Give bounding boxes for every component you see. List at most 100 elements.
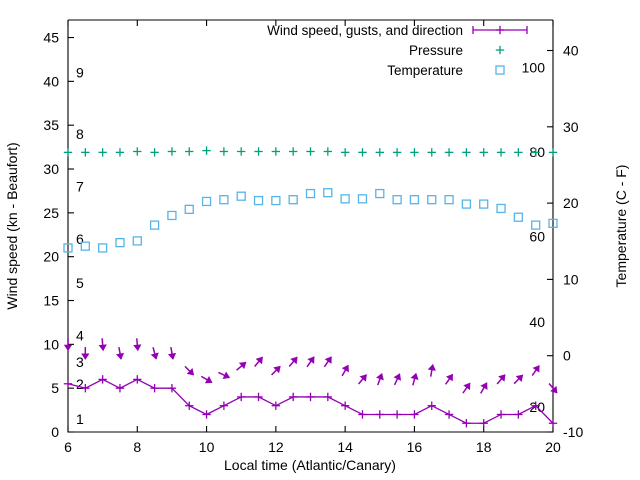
- wind-arrow-head: [238, 361, 247, 370]
- y-tick-label-6: 30: [43, 161, 59, 177]
- beaufort-label-1: 1: [76, 411, 84, 427]
- beaufort-labels-group: 1 2 3 4 5 6 7 8 9: [76, 65, 84, 427]
- wind-arrow-head: [393, 373, 402, 381]
- x-tick-label-4: 14: [337, 439, 353, 455]
- temperature-point: [461, 199, 472, 209]
- beaufort-label-3: 3: [76, 354, 84, 370]
- wind-arrow: [444, 373, 454, 385]
- x-tick-label-3: 12: [268, 439, 284, 455]
- legend-label-2: Temperature: [387, 63, 463, 78]
- wind-speed-line: [67, 378, 554, 424]
- pressure-series: [63, 146, 558, 157]
- fahrenheit-label-60: 60: [529, 229, 545, 245]
- legend-item-1: Pressure: [409, 43, 505, 58]
- wind-arrow: [236, 361, 247, 371]
- x-tick-label-6: 18: [476, 439, 492, 455]
- y-tick-label-7: 35: [43, 117, 59, 133]
- y-tick-label-9: 45: [43, 30, 59, 46]
- wind-arrow-head: [480, 382, 488, 390]
- y2-tick-label-5: 40: [563, 43, 579, 59]
- wind-arrow: [513, 374, 524, 385]
- x-tick-label-2: 10: [199, 439, 215, 455]
- temperature-point: [97, 243, 108, 253]
- wind-arrow-head: [550, 385, 558, 394]
- beaufort-label-6: 6: [76, 231, 84, 247]
- wind-arrow: [63, 338, 73, 352]
- beaufort-label-7: 7: [76, 179, 84, 195]
- temperature-point: [115, 238, 125, 248]
- wind-arrow-head: [255, 356, 263, 365]
- y-tick-label-4: 20: [43, 249, 59, 265]
- temperature-point: [409, 195, 420, 205]
- y-tick-label-1: 5: [51, 380, 59, 396]
- wind-arrow: [376, 373, 384, 386]
- temperature-point: [288, 195, 298, 205]
- y-tick-label-0: 0: [51, 424, 59, 440]
- temperature-point: [479, 199, 489, 209]
- x-tick-label-7: 20: [545, 439, 561, 455]
- wind-arrow: [341, 364, 349, 377]
- beaufort-label-4: 4: [76, 328, 84, 344]
- wind-direction-arrows: [63, 338, 558, 394]
- temperature-point: [132, 236, 142, 246]
- wind-arrow: [548, 383, 558, 394]
- wind-arrow: [254, 356, 263, 367]
- fahrenheit-label-100: 100: [522, 59, 546, 75]
- x-tick-label-1: 8: [133, 439, 141, 455]
- legend-marker: [495, 65, 505, 75]
- temperature-point: [531, 220, 541, 230]
- temperature-point: [323, 188, 333, 198]
- y2-axis-title: Temperature (C - F): [613, 165, 629, 288]
- wind-arrow-head: [498, 374, 506, 382]
- legend-item-2: Temperature: [387, 63, 505, 78]
- temperature-point: [392, 195, 402, 205]
- beaufort-label-2: 2: [76, 376, 84, 392]
- wind-arrow: [81, 347, 90, 360]
- beaufort-label-8: 8: [76, 126, 84, 142]
- temperature-point: [201, 196, 212, 207]
- wind-arrow: [306, 356, 315, 368]
- wind-arrow: [115, 347, 125, 360]
- wind-arrow: [271, 365, 281, 376]
- wind-arrow: [427, 363, 436, 377]
- temperature-point: [149, 220, 160, 230]
- wind-arrow-head: [410, 372, 419, 381]
- temperature-point: [375, 188, 385, 199]
- y2-tick-label-1: 0: [563, 348, 571, 364]
- beaufort-label-5: 5: [76, 275, 84, 291]
- temperature-point: [548, 218, 558, 229]
- wind-arrow: [167, 347, 177, 360]
- wind-arrow-head: [532, 365, 540, 373]
- wind-arrow: [358, 374, 367, 385]
- wind-arrow: [410, 372, 419, 386]
- wind-speed-series: [63, 375, 558, 428]
- wind-arrow-head: [376, 373, 384, 381]
- y-tick-label-2: 10: [43, 336, 59, 352]
- wind-arrow-head: [290, 356, 298, 365]
- temperature-point: [167, 210, 177, 221]
- beaufort-label-9: 9: [76, 65, 84, 81]
- x-tick-label-0: 6: [64, 439, 72, 455]
- wind-arrow-head: [133, 344, 142, 352]
- y2-tick-label-4: 30: [563, 119, 579, 135]
- wind-arrow-head: [307, 356, 315, 364]
- wind-arrow: [462, 382, 471, 394]
- plot-frame: [67, 20, 554, 433]
- wind-arrow: [480, 382, 488, 394]
- y-tick-label-3: 15: [43, 293, 59, 309]
- temperature-point: [184, 204, 194, 214]
- temperature-point: [63, 243, 73, 253]
- wind-arrow: [531, 365, 540, 377]
- y-tick-label-5: 25: [43, 205, 59, 221]
- x-tick-label-5: 16: [407, 439, 423, 455]
- wind-arrow-head: [98, 344, 107, 352]
- wind-arrow: [133, 338, 142, 352]
- wind-arrow: [288, 356, 298, 367]
- temperature-point: [271, 195, 281, 206]
- temperature-point: [236, 191, 246, 201]
- wind-arrow: [496, 374, 506, 385]
